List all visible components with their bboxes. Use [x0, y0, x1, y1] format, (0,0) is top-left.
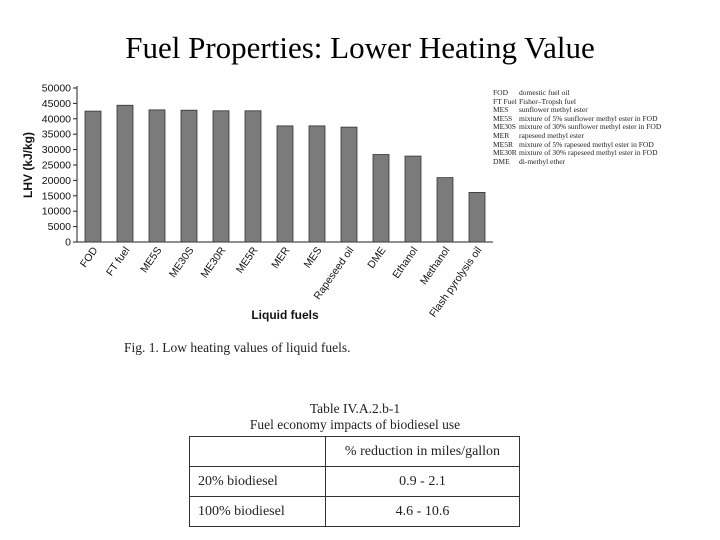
y-tick-label: 25000 [42, 160, 71, 172]
table-header-blank [189, 436, 326, 467]
y-tick-label: 15000 [42, 190, 71, 202]
y-tick-label: 35000 [42, 129, 71, 141]
table-row: 100% biodiesel 4.6 - 10.6 [189, 496, 520, 527]
bar-me30s [180, 109, 198, 243]
bar-fod [84, 110, 102, 243]
x-tick-label: ME5R [234, 245, 261, 276]
y-tick-label: 45000 [42, 98, 71, 110]
x-tick-label: FOD [78, 245, 101, 270]
y-axis-label: LHV (kJ/kg) [21, 132, 35, 198]
x-tick-label: Ethanol [390, 245, 420, 281]
y-tick-label: 30000 [42, 144, 71, 156]
legend-desc: sunflower methyl ester [519, 105, 588, 115]
bar-flash-pyrolysis-oil [468, 192, 486, 243]
table-header-row: % reduction in miles/gallon [189, 436, 520, 467]
chart-legend: FOD domestic fuel oil FT Fuel Fisher–Trops… [493, 88, 718, 167]
legend-desc: mixture of 5% sunflower methyl ester in … [519, 113, 658, 123]
legend-entry: MES sunflower methyl ester [493, 105, 718, 115]
y-tick-label: 5000 [48, 221, 72, 233]
bar-ft-fuel [116, 104, 134, 243]
bar-ethanol [404, 155, 422, 243]
legend-entry: FT Fuel Fisher–Tropsh fuel [493, 96, 718, 107]
table-title: Table IV.A.2.b-1 Fuel economy impacts of… [190, 401, 520, 432]
bar-me30r [212, 110, 230, 243]
legend-entry: ME5R mixture of 5% rapeseed methyl ester … [493, 139, 718, 150]
bar-mes [308, 125, 326, 243]
fuel-economy-table: % reduction in miles/gallon 20% biodiese… [189, 436, 520, 527]
slide-title: Fuel Properties: Lower Heating Value [125, 30, 595, 65]
x-tick-label: DME [365, 245, 388, 271]
legend-desc: rapeseed methyl ester [519, 130, 584, 140]
legend-entry: ME30R mixture of 30% rapeseed methyl este… [493, 148, 718, 158]
y-tick-label: 20000 [42, 175, 71, 187]
y-tick-label: 50000 [42, 83, 71, 95]
bar-me5s [148, 109, 166, 243]
y-tick-label: 10000 [42, 206, 71, 218]
table-row-label: 100% biodiesel [189, 496, 326, 527]
x-tick-label: ME5S [138, 245, 164, 275]
table-heading: Fuel economy impacts of biodiesel use [249, 416, 461, 432]
legend-abbr: FT Fuel [493, 96, 517, 106]
table-row: 20% biodiesel 0.9 - 2.1 [189, 466, 520, 497]
legend-abbr: MER [493, 130, 510, 140]
x-tick-label: ME30R [199, 244, 229, 280]
legend-entry: ME5S mixture of 5% sunflower methyl ester… [493, 113, 718, 124]
x-tick-label: MER [269, 245, 292, 271]
bar-mer [276, 125, 294, 243]
legend-abbr: MES [493, 105, 509, 115]
legend-abbr: FOD [493, 88, 509, 97]
table-column-header: % reduction in miles/gallon [325, 436, 520, 467]
legend-abbr: DME [493, 156, 510, 166]
x-tick-label: MES [302, 245, 325, 271]
legend-desc: domestic fuel oil [519, 88, 570, 97]
legend-entry: DME di-methyl ether [493, 156, 718, 167]
legend-abbr: ME5S [493, 113, 513, 123]
bar-dme [372, 154, 390, 243]
table-number: Table IV.A.2.b-1 [309, 401, 401, 416]
x-axis-label: Liquid fuels [251, 308, 319, 322]
x-tick-label: ME30S [167, 245, 197, 280]
legend-entry: ME30S mixture of 30% sunflower methyl est… [493, 123, 718, 132]
legend-abbr: ME30R [493, 148, 517, 158]
y-tick-label: 0 [65, 237, 71, 249]
x-tick-label: Methanol [418, 245, 453, 287]
legend-desc: mixture of 5% rapeseed methyl ester in F… [519, 139, 654, 149]
bar-rapeseed-oil [340, 126, 358, 243]
table-row-value: 4.6 - 10.6 [325, 496, 520, 527]
x-tick-label: FT fuel [104, 245, 132, 278]
bar-me5r [244, 110, 262, 243]
legend-entry: FOD domestic fuel oil [493, 88, 718, 98]
figure-caption: Fig. 1. Low heating values of liquid fue… [124, 340, 351, 355]
y-tick-label: 40000 [42, 113, 71, 125]
bar-methanol [436, 177, 454, 243]
legend-desc: di-methyl ether [519, 156, 566, 166]
legend-desc: Fisher–Tropsh fuel [519, 96, 577, 106]
legend-desc: mixture of 30% rapeseed methyl ester in … [519, 148, 658, 158]
table-row-value: 0.9 - 2.1 [325, 466, 520, 497]
lhv-bar-chart: 0 5000 10000 15000 20000 25000 30000 35000 40000… [21, 83, 493, 322]
table-row-label: 20% biodiesel [189, 466, 326, 497]
legend-abbr: ME5R [493, 139, 514, 149]
legend-entry: MER rapeseed methyl ester [493, 130, 718, 141]
legend-desc: mixture of 30% sunflower methyl ester in… [519, 122, 662, 132]
legend-abbr: ME30S [493, 122, 516, 132]
